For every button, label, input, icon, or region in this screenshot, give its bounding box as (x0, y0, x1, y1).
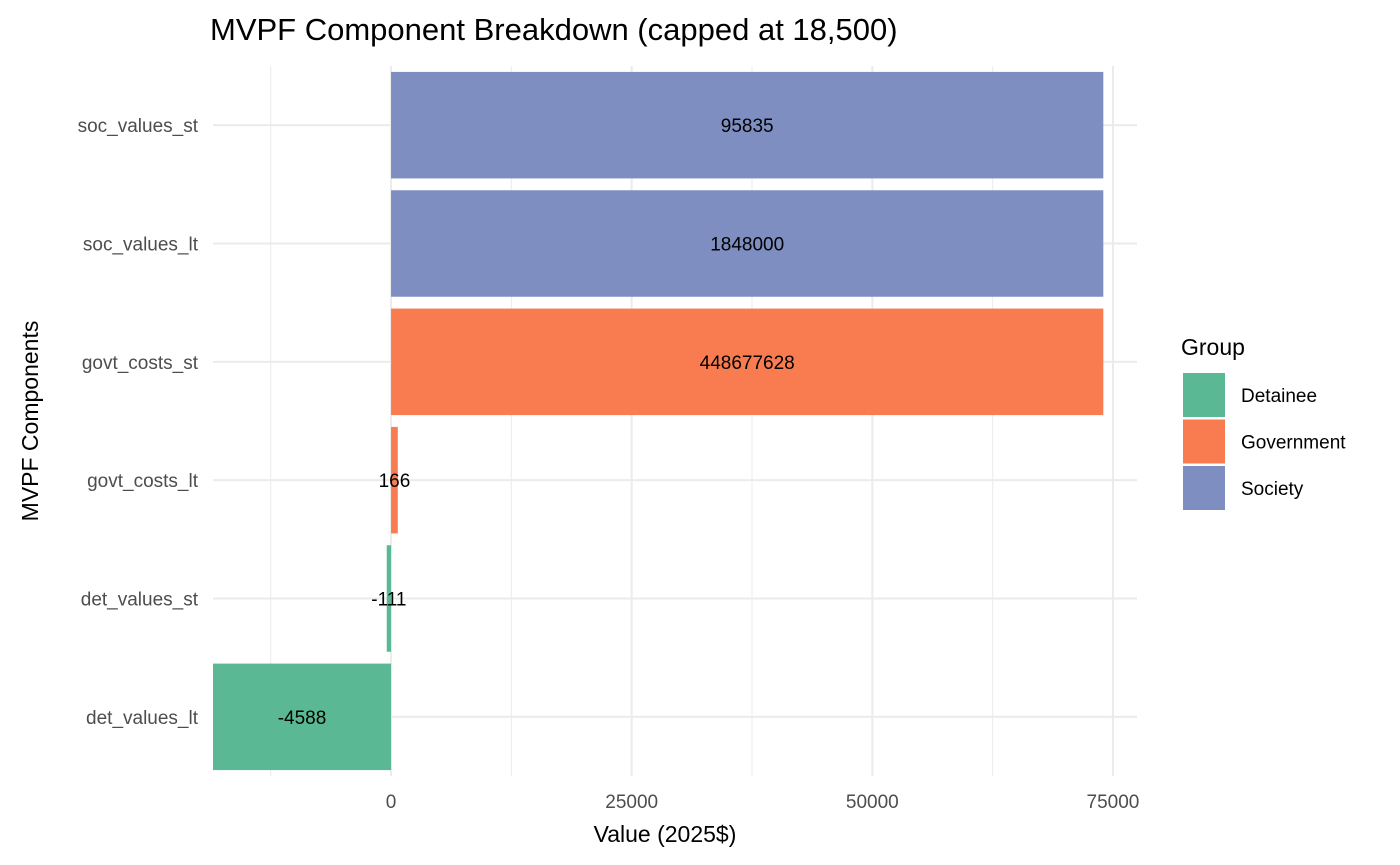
bar-label-det_values_lt: -4588 (278, 708, 327, 729)
bar-label-soc_values_lt: 1848000 (710, 235, 784, 256)
legend-label-detainee: Detainee (1241, 386, 1317, 407)
bar-det_values_st (386, 545, 392, 652)
x-axis-title: Value (2025$) (594, 821, 737, 847)
bar-label-govt_costs_st: 448677628 (700, 353, 795, 374)
legend-label-government: Government (1241, 433, 1346, 454)
bar-govt_costs_lt (391, 426, 398, 534)
x-tick-label: 0 (386, 792, 397, 813)
legend-swatch-detainee (1183, 373, 1225, 417)
bar-label-det_values_st: -111 (371, 590, 406, 611)
bar-labels: 95835 1848000 448677628 166 -111 -4588 (278, 116, 795, 729)
legend-swatch-society (1183, 466, 1225, 510)
x-tick-label: 75000 (1087, 792, 1140, 813)
y-tick-label: det_values_st (81, 590, 199, 611)
legend: Group Detainee Government Society (1181, 334, 1346, 510)
bar-label-soc_values_st: 95835 (721, 116, 774, 137)
bar-det_values_lt (213, 663, 392, 771)
bar-label-govt_costs_lt: 166 (379, 471, 411, 492)
legend-swatch-government (1183, 419, 1225, 464)
grid (213, 66, 1137, 776)
bar-soc_values_lt (391, 190, 1104, 297)
bar-govt_costs_st (391, 308, 1104, 416)
y-tick-label: soc_values_lt (83, 235, 199, 256)
y-tick-labels: soc_values_st soc_values_lt govt_costs_stg… (78, 116, 199, 729)
y-tick-label: soc_values_st (78, 116, 199, 137)
x-tick-label: 25000 (605, 792, 658, 813)
y-axis-title: MVPF Components (17, 321, 43, 522)
bars (213, 71, 1104, 771)
x-tick-labels: 0 25000 50000 75000 (386, 792, 1140, 813)
y-tick-label: govt_costs_lt (87, 471, 199, 492)
legend-title: Group (1181, 334, 1245, 360)
bar-soc_values_st (391, 71, 1104, 179)
y-tick-label: det_values_lt (86, 708, 199, 729)
x-tick-label: 50000 (846, 792, 899, 813)
legend-label-society: Society (1241, 479, 1304, 500)
chart-title: MVPF Component Breakdown (capped at 18,5… (210, 12, 898, 47)
y-tick-label: govt_costs_st (82, 353, 199, 374)
